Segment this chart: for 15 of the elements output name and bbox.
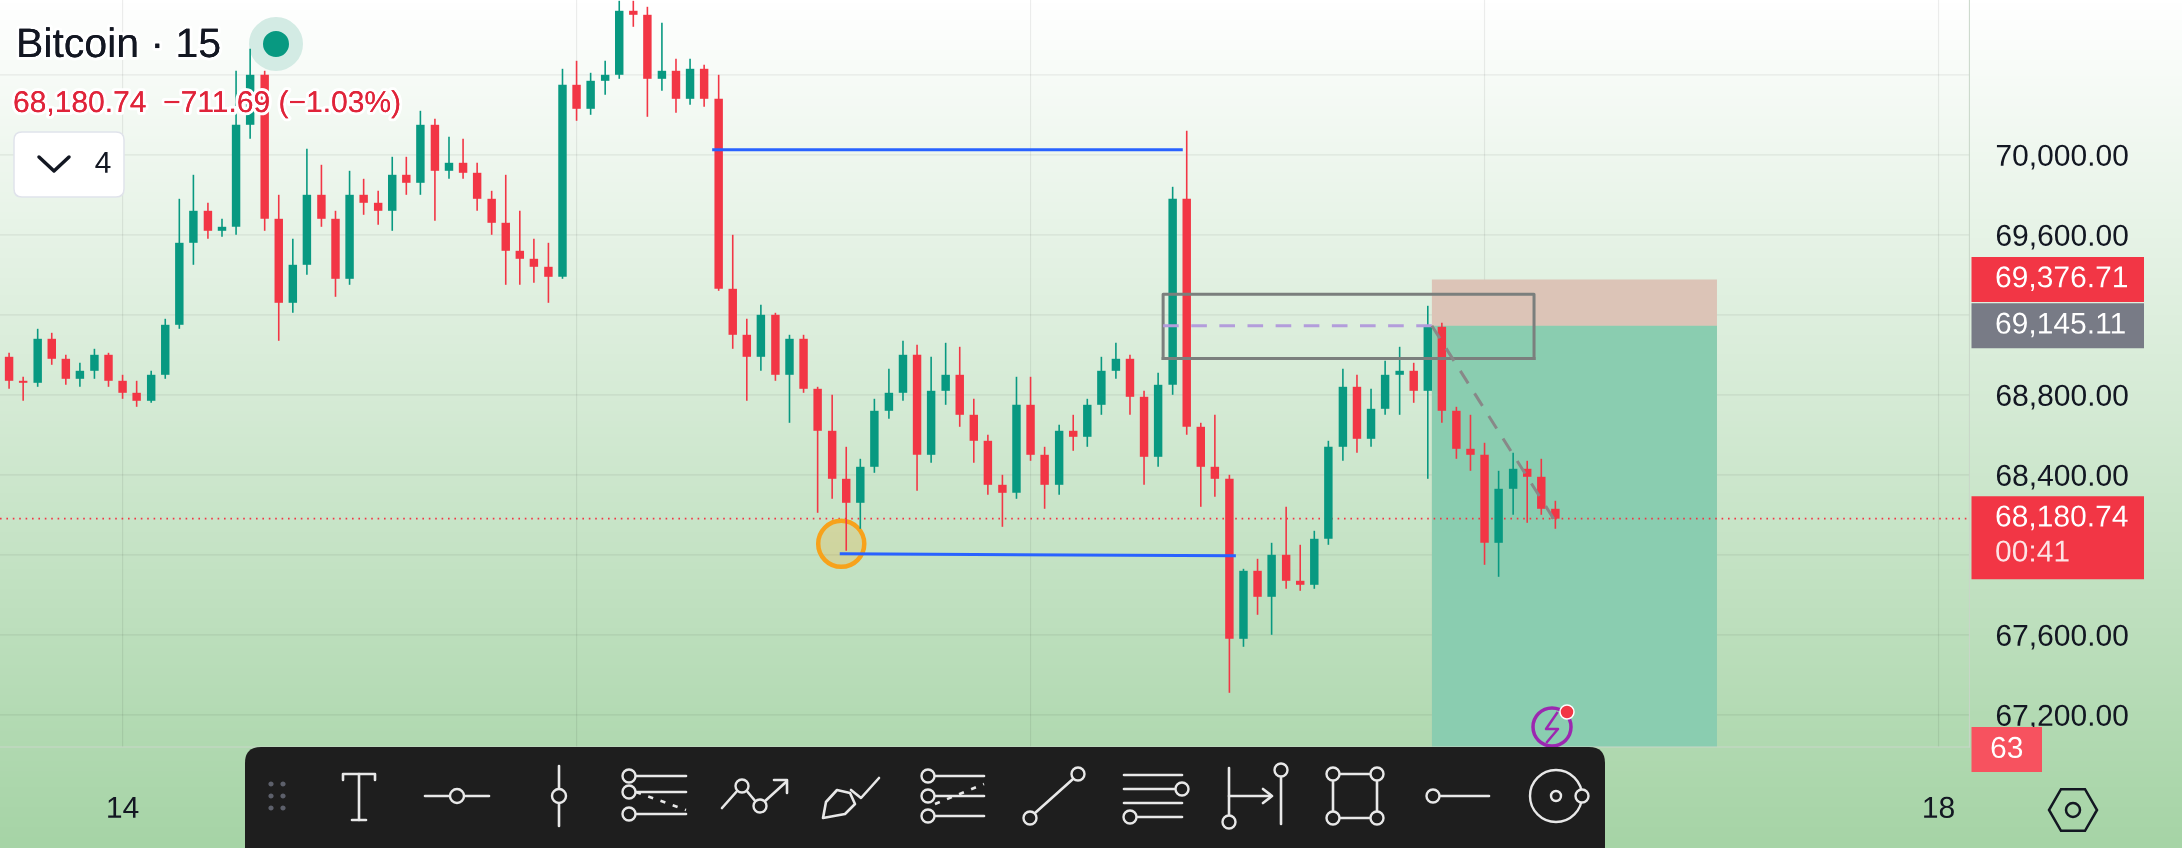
text: 00:41 [1996, 540, 2069, 562]
y-tick-label: 68,800.00 [1996, 384, 2128, 410]
annotation: 4 [95, 152, 111, 173]
y-tick-label: 70,000.00 [1996, 144, 2128, 170]
y-tick-label: 68,400.00 [1996, 464, 2128, 490]
y-tick-label: 67,200.00 [1996, 704, 2128, 730]
text: 69,145.11 [1996, 312, 2125, 338]
text: 63 [1991, 736, 2023, 759]
text: Bitcoin · 15 [19, 27, 220, 58]
y-tick-label: 67,600.00 [1996, 624, 2128, 650]
x-tick-label: 18 [1924, 796, 1954, 819]
text: 69,376.71 [1996, 266, 2127, 292]
ref-line-label: 68,180.74 [1996, 505, 2128, 531]
x-tick-label: 14 [108, 797, 139, 818]
y-tick-label: 69,600.00 [1996, 224, 2128, 250]
